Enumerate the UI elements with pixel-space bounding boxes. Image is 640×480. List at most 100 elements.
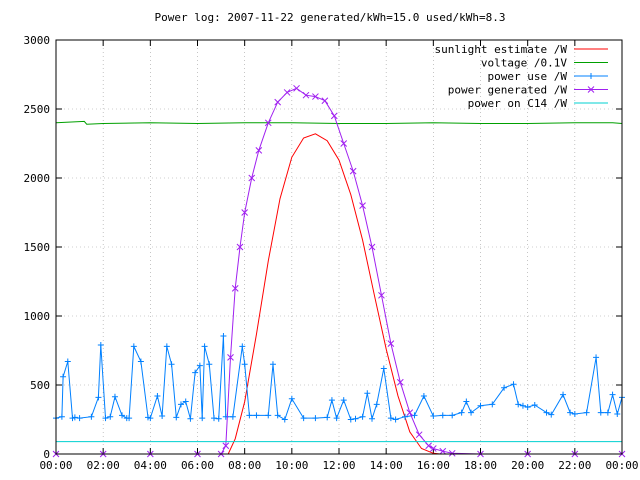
- series-1: [55, 120, 623, 125]
- series-2: [53, 333, 625, 423]
- x-tick-label: 08:00: [228, 459, 261, 472]
- data-point: [571, 410, 578, 417]
- x-tick-label: 20:00: [511, 459, 544, 472]
- data-point: [76, 415, 83, 422]
- legend-label: power on C14 /W: [468, 97, 568, 110]
- data-point: [587, 86, 595, 93]
- data-point: [283, 89, 291, 96]
- legend-marker: [588, 73, 594, 79]
- data-point: [510, 381, 517, 388]
- data-point: [246, 412, 253, 419]
- x-tick-label: 06:00: [181, 459, 214, 472]
- data-point: [402, 413, 409, 420]
- data-point: [330, 112, 338, 120]
- data-point: [567, 409, 574, 416]
- data-point: [359, 413, 366, 420]
- x-tick-label: 04:00: [134, 459, 167, 472]
- data-point: [111, 393, 118, 400]
- plot-frame: [55, 39, 623, 455]
- data-point: [392, 416, 399, 423]
- data-point: [236, 243, 244, 251]
- data-point: [347, 416, 354, 423]
- data-point: [269, 361, 276, 368]
- data-point: [147, 415, 154, 422]
- legend-label: voltage /0.1V: [481, 57, 567, 70]
- data-point: [215, 415, 222, 422]
- y-tick-label: 2000: [24, 172, 51, 185]
- data-point: [206, 361, 213, 368]
- data-point: [543, 409, 550, 416]
- data-point: [369, 415, 376, 422]
- data-point: [71, 414, 78, 421]
- data-point: [340, 140, 348, 147]
- data-point: [137, 358, 144, 365]
- data-point: [368, 243, 376, 251]
- data-point: [220, 333, 227, 340]
- data-point: [288, 395, 295, 402]
- data-point: [274, 412, 281, 419]
- data-point: [241, 209, 249, 216]
- data-point: [349, 167, 357, 175]
- data-point: [102, 415, 109, 422]
- data-point: [524, 404, 531, 411]
- data-point: [352, 415, 359, 422]
- data-point: [378, 291, 385, 299]
- data-point: [163, 343, 170, 350]
- data-point: [489, 401, 496, 408]
- data-point: [430, 413, 437, 420]
- x-tick-label: 18:00: [464, 459, 497, 472]
- data-point: [406, 409, 414, 416]
- data-point: [229, 413, 236, 420]
- data-point: [130, 343, 137, 350]
- data-point: [253, 412, 260, 419]
- data-point: [373, 401, 380, 408]
- data-point: [425, 442, 432, 450]
- data-point: [201, 343, 208, 350]
- data-point: [154, 393, 161, 400]
- data-point: [501, 384, 508, 391]
- data-point: [468, 409, 475, 416]
- data-point: [333, 415, 340, 422]
- data-point: [222, 442, 230, 450]
- data-point: [159, 413, 166, 420]
- data-point: [293, 84, 300, 92]
- series-0: [227, 133, 441, 455]
- x-tick-label: 00:00: [39, 459, 72, 472]
- data-point: [380, 365, 387, 372]
- data-point: [97, 341, 104, 348]
- data-point: [439, 447, 447, 455]
- data-point: [515, 401, 522, 408]
- series-line: [56, 87, 622, 455]
- data-point: [173, 414, 180, 421]
- data-point: [359, 202, 366, 209]
- series-layer: [52, 84, 626, 458]
- data-point: [126, 415, 133, 422]
- x-tick-label: 00:00: [605, 459, 638, 472]
- data-point: [588, 73, 594, 79]
- data-point: [519, 402, 526, 409]
- y-tick-label: 3000: [24, 34, 51, 47]
- series-line: [227, 133, 441, 455]
- data-point: [415, 431, 423, 439]
- x-tick-label: 02:00: [87, 459, 120, 472]
- data-point: [239, 343, 246, 350]
- data-point: [364, 390, 371, 397]
- series-line: [55, 120, 623, 125]
- data-point: [387, 415, 394, 422]
- data-point: [614, 410, 621, 417]
- data-point: [312, 93, 319, 100]
- data-point: [196, 362, 203, 369]
- legend-label: power generated /W: [448, 84, 568, 97]
- data-point: [182, 398, 189, 405]
- data-point: [597, 409, 604, 416]
- data-point: [548, 411, 555, 418]
- x-tick-label: 22:00: [558, 459, 591, 472]
- y-tick-label: 1000: [24, 310, 51, 323]
- data-point: [199, 415, 206, 422]
- data-point: [449, 412, 456, 419]
- data-point: [58, 413, 65, 420]
- data-point: [463, 398, 470, 405]
- axis-ticks: 0 500 1000 1500 2000 2500 3000 00:00 02:00 04:00 0…: [24, 34, 639, 472]
- data-point: [340, 397, 347, 404]
